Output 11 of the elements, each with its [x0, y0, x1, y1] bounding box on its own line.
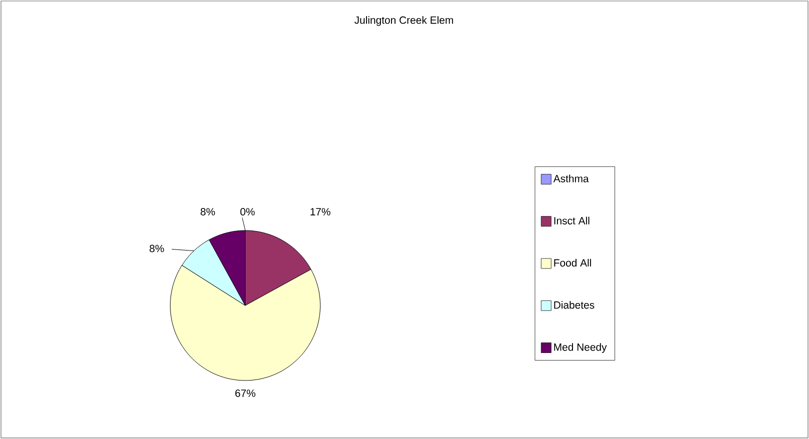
chart-title: Julington Creek Elem [354, 16, 453, 26]
data-label: 17% [310, 208, 330, 216]
data-label: 8% [200, 208, 215, 216]
data-label: 67% [235, 390, 256, 397]
legend-label: Insct All [554, 216, 590, 224]
legend-label: Asthma [553, 174, 589, 182]
text: 0% [240, 208, 255, 216]
legend-label: Food All [554, 258, 592, 267]
data-label: 8% [150, 244, 164, 252]
legend-label: Med Needy [554, 343, 607, 353]
legend-label: Diabetes [554, 301, 594, 309]
